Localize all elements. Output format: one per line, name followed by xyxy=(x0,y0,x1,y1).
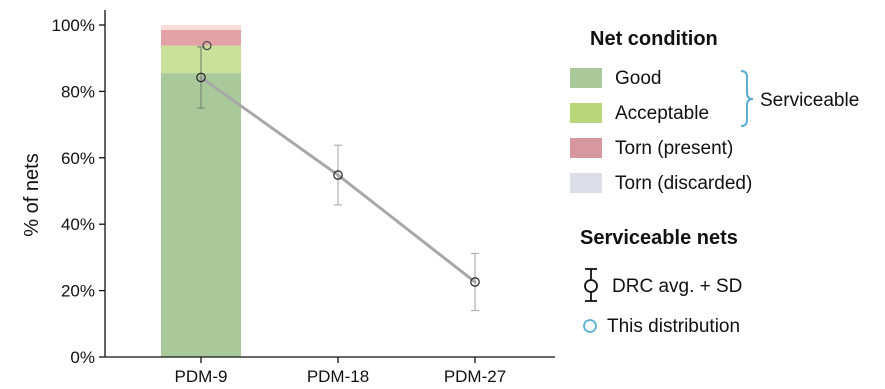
legend-label-good: Good xyxy=(615,68,661,89)
legend-swatch-torn-present xyxy=(570,138,602,158)
x-tick-label-pdm-18: PDM-18 xyxy=(307,367,369,384)
legend-label-torn-discarded: Torn (discarded) xyxy=(615,173,752,194)
serviceable-bracket xyxy=(740,70,754,127)
legend-drc-marker xyxy=(584,268,598,302)
y-tick-label-0: 0% xyxy=(70,348,95,367)
serviceable-bracket-label: Serviceable xyxy=(760,90,859,111)
y-tick-label-80: 80% xyxy=(61,82,95,101)
axes: 0% 20% 40% 60% 80% 100% PDM-9 PDM-18 PDM-27 xyxy=(52,10,555,386)
y-tick-label-20: 20% xyxy=(61,282,95,301)
y-axis-label: % of nets xyxy=(21,153,43,236)
legend-label-this-distribution: This distribution xyxy=(607,316,740,337)
legend-swatch-good xyxy=(570,68,602,88)
drc-point-pdm-18 xyxy=(333,170,343,180)
legend-label-torn-present: Torn (present) xyxy=(615,138,733,159)
y-tick-label-60: 60% xyxy=(61,149,95,168)
stacked-bar xyxy=(161,25,241,357)
y-tick-label-40: 40% xyxy=(61,215,95,234)
drc-point-pdm-9 xyxy=(196,72,206,83)
legend-label-drc: DRC avg. + SD xyxy=(612,276,742,297)
x-tick-label-pdm-9: PDM-9 xyxy=(175,367,228,384)
legend-swatch-acceptable xyxy=(570,103,602,123)
legend: Net condition Good Acceptable Torn (pres… xyxy=(570,28,859,337)
x-tick-label-pdm-27: PDM-27 xyxy=(444,367,506,384)
legend-label-acceptable: Acceptable xyxy=(615,103,709,124)
this-distribution-point-pdm-9 xyxy=(202,40,212,51)
bar-segment-torn-discarded xyxy=(161,25,241,30)
legend-section2-title: Serviceable nets xyxy=(580,227,738,249)
y-tick-label-100: 100% xyxy=(52,16,95,35)
drc-series xyxy=(196,40,480,312)
bar-segment-good xyxy=(161,73,241,357)
legend-swatch-torn-discarded xyxy=(570,173,602,193)
legend-title: Net condition xyxy=(590,28,718,50)
bar-segment-torn-present xyxy=(161,29,241,46)
drc-point-pdm-27 xyxy=(470,277,480,287)
legend-this-distribution-marker xyxy=(583,319,597,333)
